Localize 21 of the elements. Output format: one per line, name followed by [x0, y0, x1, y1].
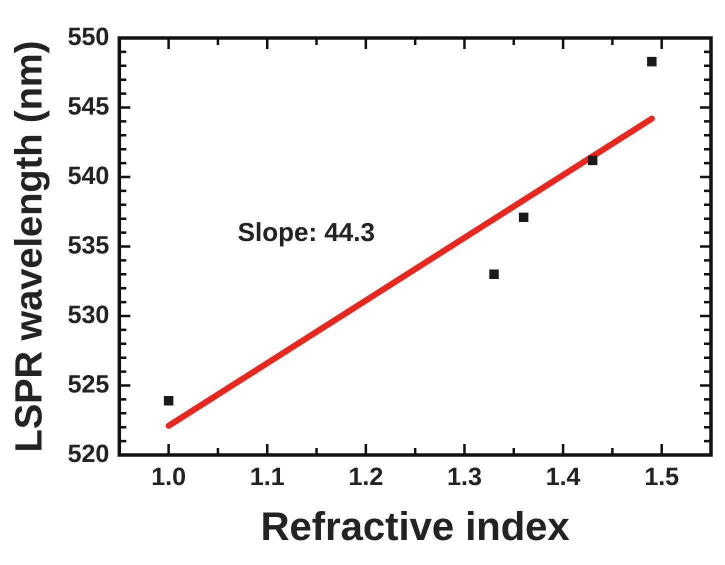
point: [647, 56, 657, 66]
point: [588, 156, 598, 166]
x-tick-label: 1.3: [447, 462, 482, 491]
y-tick-label: 540: [68, 162, 110, 190]
x-tick-label: 1.5: [644, 462, 680, 491]
x-tick-label: 1.0: [151, 462, 186, 491]
x-tick-label: 1.1: [250, 462, 285, 491]
y-tick-label: 525: [68, 370, 110, 398]
y-tick-label: 535: [68, 231, 110, 260]
y-tick-label: 530: [68, 300, 110, 329]
y-tick-label: 545: [68, 92, 110, 120]
point: [518, 212, 528, 222]
annotation: Slope: 44.3: [238, 217, 375, 248]
y-tick-label: 550: [68, 22, 110, 51]
x-axis-title: Refractive index: [260, 505, 570, 550]
y-axis-title: LSPR wavelength (nm): [8, 40, 50, 452]
point: [164, 396, 174, 406]
x-tick-label: 1.2: [348, 462, 384, 491]
point: [489, 270, 499, 280]
y-tick-label: 520: [68, 440, 110, 468]
x-tick-label: 1.4: [546, 462, 581, 491]
